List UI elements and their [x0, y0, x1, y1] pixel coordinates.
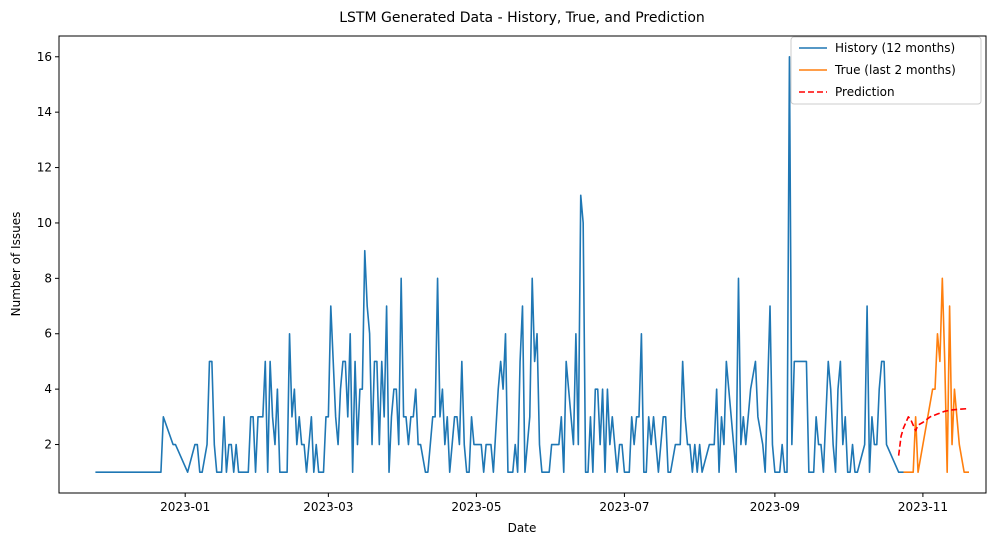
- series-layer: [95, 55, 970, 474]
- y-tick-label: 10: [37, 216, 52, 230]
- chart-title: LSTM Generated Data - History, True, and…: [339, 10, 705, 26]
- legend: History (12 months) True (last 2 months) P…: [790, 36, 982, 105]
- series-line-1: [95, 55, 904, 474]
- legend-label: True (last 2 months): [834, 63, 956, 77]
- x-tick-label: 2023-09: [750, 500, 800, 514]
- x-axis: 2023-01 2023-03 2023-05 2023-07 2023-09 2023-…: [160, 493, 948, 514]
- series-line-3: [897, 407, 970, 456]
- legend-box: [790, 36, 982, 105]
- series-line-2: [903, 277, 970, 474]
- y-axis: 2 4 6 8 10 12 14 16: [37, 50, 59, 452]
- x-axis-label: Date: [508, 521, 537, 535]
- y-tick-label: 16: [37, 50, 52, 64]
- x-tick-label: 2023-03: [303, 500, 353, 514]
- y-tick-label: 8: [44, 271, 52, 285]
- legend-label: History (12 months): [835, 41, 955, 55]
- y-tick-label: 14: [37, 105, 52, 119]
- y-tick-label: 2: [44, 438, 52, 452]
- y-tick-label: 6: [44, 327, 52, 341]
- x-tick-label: 2023-11: [898, 500, 948, 514]
- axes-frame: [58, 35, 987, 494]
- y-tick-label: 4: [44, 382, 52, 396]
- x-tick-label: 2023-07: [599, 500, 649, 514]
- legend-label: Prediction: [835, 85, 895, 99]
- y-tick-label: 12: [37, 161, 52, 175]
- x-tick-label: 2023-05: [451, 500, 501, 514]
- y-axis-label: Number of Issues: [9, 212, 23, 317]
- plot-area: [58, 35, 987, 494]
- x-tick-label: 2023-01: [160, 500, 210, 514]
